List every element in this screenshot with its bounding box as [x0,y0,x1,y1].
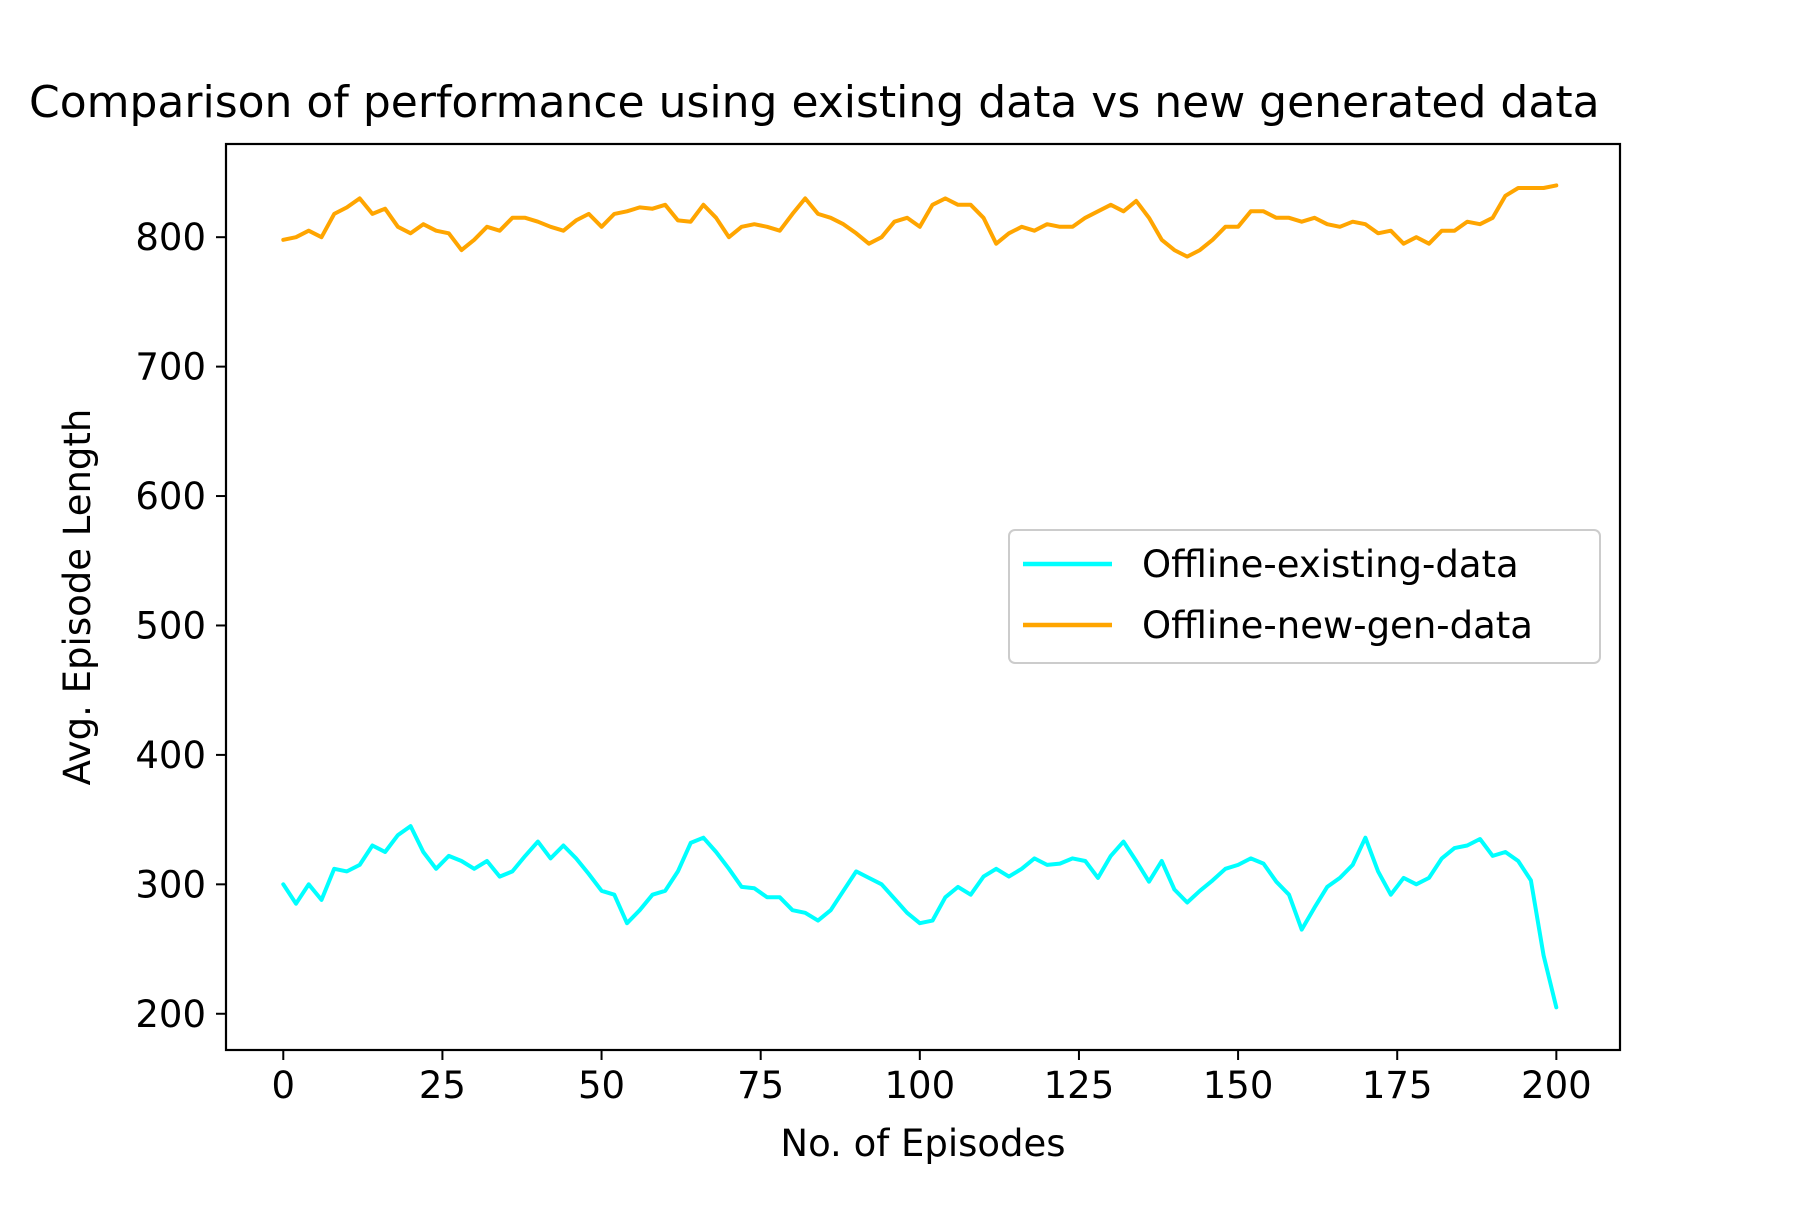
y-tick-label: 300 [135,863,206,906]
y-axis-ticks: 200 300 400 500 600 700 800 [135,216,226,1036]
x-axis-label: No. of Episodes [780,1122,1065,1165]
legend-items: Offline-existing-data Offline-new-gen-dat… [1023,543,1533,647]
y-tick-label: 500 [135,604,206,647]
x-tick-label: 125 [1044,1064,1115,1107]
series-line-1 [281,824,1559,1010]
legend-label-2: Offline-new-gen-data [1142,604,1533,647]
x-tick-label: 150 [1203,1064,1274,1107]
x-tick-label: 25 [419,1064,466,1107]
x-axis-ticks: 0 25 50 75 100 125 150 175 200 [272,1050,1592,1107]
x-tick-label: 50 [578,1064,625,1107]
y-tick-label: 400 [135,734,206,777]
y-tick-label: 200 [135,993,206,1036]
x-tick-label: 0 [272,1064,296,1107]
y-tick-label: 600 [135,475,206,518]
x-tick-label: 200 [1521,1064,1592,1107]
x-tick-label: 175 [1362,1064,1433,1107]
plot-area-frame [224,142,1622,1052]
y-tick-label: 800 [135,216,206,259]
x-tick-label: 100 [885,1064,956,1107]
y-tick-label: 700 [135,346,206,389]
series-layer [281,183,1559,1010]
legend-label-1: Offline-existing-data [1142,543,1519,586]
y-axis-label: Avg. Episode Length [56,409,99,786]
chart-title: Comparison of performance using existing… [29,77,1600,128]
legend: Offline-existing-data Offline-new-gen-dat… [1008,529,1601,664]
legend-box [1008,529,1601,664]
x-tick-label: 75 [737,1064,784,1107]
series-line-2 [281,183,1559,259]
